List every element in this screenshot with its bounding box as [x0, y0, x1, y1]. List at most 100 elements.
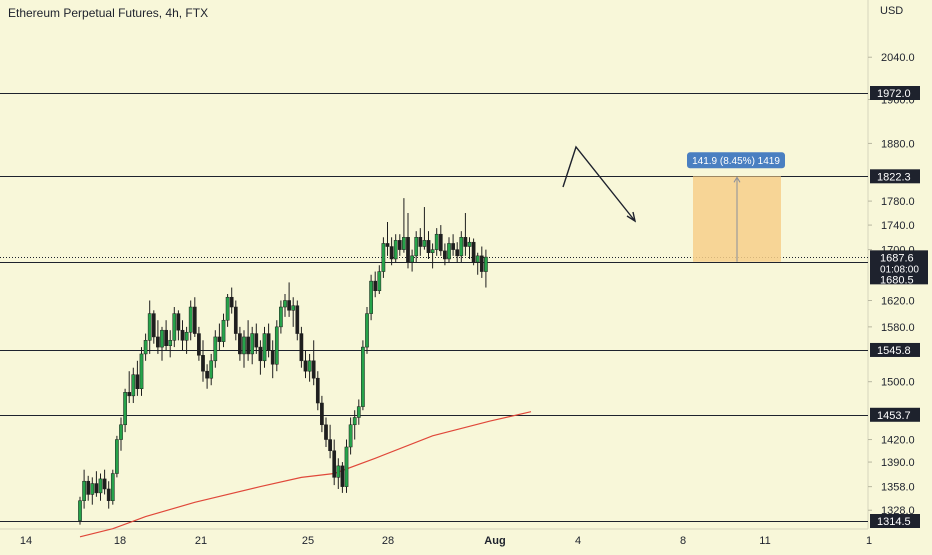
candle-body [86, 480, 91, 495]
candle-body [365, 313, 369, 348]
current-price-label: 1687.6 [880, 252, 914, 264]
candle-body [324, 424, 328, 440]
time-tick-label: 8 [680, 535, 686, 547]
price-tick-label: 1500.0 [881, 377, 915, 389]
candle-body [176, 313, 181, 331]
level-price-label: 1680.5 [880, 274, 914, 286]
candle-body [451, 243, 455, 250]
candle-body [299, 333, 304, 362]
candle-body [295, 305, 300, 334]
level-price-label: 1822.3 [877, 171, 911, 183]
candle-body [422, 240, 427, 247]
time-tick-label: 28 [382, 535, 394, 547]
time-tick-label: 14 [20, 535, 32, 547]
candle-body [123, 392, 127, 426]
candle-body [102, 478, 107, 490]
projection-path[interactable] [562, 145, 636, 222]
candle-body [147, 313, 152, 341]
candle-body [287, 300, 291, 311]
candle-body [217, 336, 222, 342]
candle-body [270, 350, 275, 365]
candle-body [307, 360, 312, 372]
time-tick-label: 18 [114, 535, 126, 547]
candle-body [352, 417, 357, 426]
time-tick-label: Aug [484, 535, 505, 547]
time-tick-label: 25 [302, 535, 314, 547]
candle-body [475, 255, 480, 263]
candle-body [266, 333, 271, 351]
countdown-label: 01:08:00 [880, 264, 919, 275]
candle-body [332, 450, 337, 478]
level-price-label: 1972.0 [877, 88, 911, 100]
candle-body [119, 424, 123, 440]
candle-body [151, 313, 156, 338]
candle-body [90, 483, 95, 495]
candle-body [434, 233, 439, 250]
level-price-label-bg [870, 342, 920, 357]
candle-body [225, 296, 230, 321]
candle-body [246, 336, 250, 355]
candle-body [188, 306, 193, 333]
candle-body [233, 306, 238, 334]
candle-body [279, 306, 283, 328]
candle-body [209, 360, 214, 379]
candle-body [418, 237, 423, 247]
price-tick-label: 1740.0 [881, 220, 915, 232]
candle-body [344, 446, 349, 487]
candle-body [426, 240, 431, 253]
price-tick-label: 1358.0 [881, 482, 915, 494]
price-tick-label: 1420.0 [881, 435, 915, 447]
candle-body [484, 256, 488, 272]
candle-body [192, 306, 197, 334]
candle-body [172, 313, 177, 341]
level-price-label-bg [870, 514, 920, 528]
candle-body [393, 240, 398, 260]
candle-body [78, 500, 82, 521]
candle-body [98, 478, 103, 494]
price-tick-label: 1880.0 [881, 138, 915, 150]
candle-body [377, 271, 382, 292]
candle-body [303, 360, 308, 372]
current-price-box [870, 250, 928, 285]
level-price-label-bg [870, 407, 920, 422]
measure-label-bg [687, 152, 785, 169]
time-tick-label: 4 [575, 535, 581, 547]
candle-body [258, 346, 263, 362]
price-tick-label: 1620.0 [881, 295, 915, 307]
candle-body [389, 246, 394, 260]
candle-body [438, 233, 443, 252]
candle-body [381, 243, 386, 272]
measure-arrow-head-icon [733, 176, 741, 183]
level-price-label-bg [870, 169, 920, 184]
candle-body [348, 424, 353, 448]
candle-body [139, 353, 144, 390]
level-price-label: 1314.5 [877, 516, 911, 528]
candle-body [213, 336, 218, 362]
measure-label: 141.9 (8.45%) 1419 [692, 156, 780, 167]
candle-body [385, 243, 390, 247]
candle-body [184, 331, 189, 341]
candle-body [369, 280, 373, 314]
candle-body [106, 488, 111, 501]
candle-body [254, 333, 259, 348]
axes: USD2040.01960.01880.01780.01740.01700.01… [20, 5, 928, 547]
candle-body [479, 255, 484, 272]
candle-body [180, 329, 185, 341]
projection-arrow-icon [626, 211, 637, 223]
candle-body [115, 439, 119, 474]
candle-body [160, 329, 164, 348]
price-tick-label: 2040.0 [881, 52, 915, 64]
candle-body [143, 340, 148, 355]
candle-body [471, 241, 476, 263]
candle-body [135, 374, 140, 390]
candle-body [463, 237, 468, 247]
candle-body [340, 465, 345, 487]
drawings[interactable]: 141.9 (8.45%) 1419 [562, 145, 785, 262]
candle-body [414, 237, 419, 257]
candle-body [94, 483, 99, 494]
candle-body [402, 237, 406, 250]
